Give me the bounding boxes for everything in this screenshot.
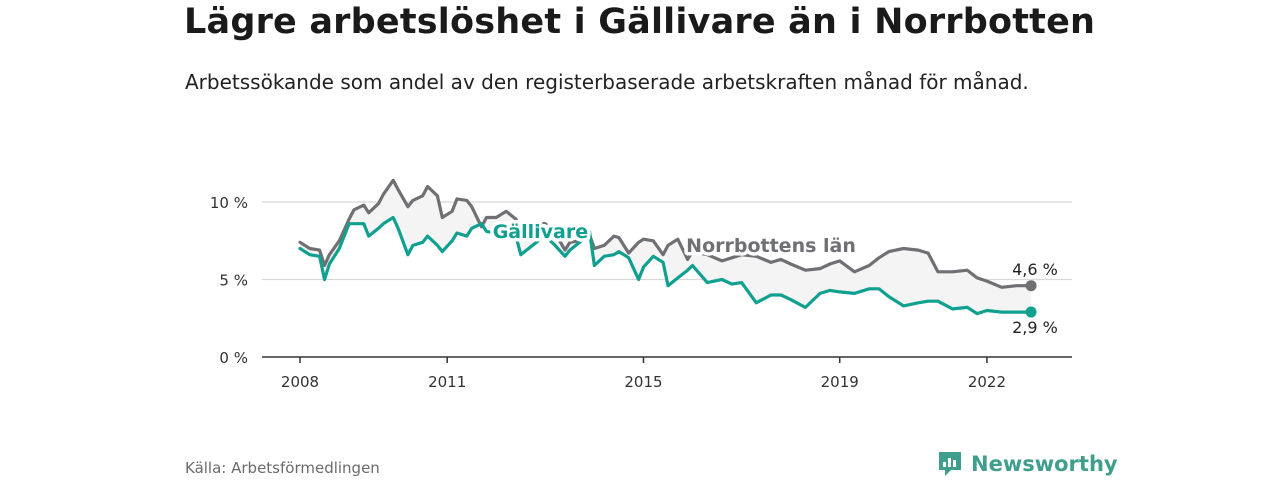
gallivare-end-label: 2,9 % [1012, 318, 1058, 337]
brand-name: Newsworthy [971, 452, 1118, 476]
gallivare-series-label: Gällivare [493, 221, 588, 243]
norrbotten-end-dot [1025, 280, 1037, 292]
norrbotten-end-label: 4,6 % [1012, 260, 1058, 279]
x-tick-label: 2008 [281, 373, 319, 391]
source-note: Källa: Arbetsförmedlingen [185, 459, 380, 477]
difference-band [300, 180, 1032, 314]
x-tick-label: 2022 [968, 373, 1006, 391]
y-tick-label: 0 % [219, 349, 248, 367]
y-tick-label: 5 % [219, 272, 248, 290]
x-tick-label: 2019 [821, 373, 859, 391]
y-tick-label: 10 % [210, 194, 248, 212]
gallivare-line [298, 215, 1033, 316]
chart-subtitle: Arbetssökande som andel av den registerb… [185, 70, 1029, 94]
norrbotten-line [298, 178, 1033, 289]
newsworthy-logo-icon [939, 452, 961, 476]
norrbotten-series-label: Norrbottens län [686, 235, 856, 257]
gallivare-end-dot [1025, 306, 1037, 318]
x-tick-label: 2011 [428, 373, 466, 391]
chart-title: Lägre arbetslöshet i Gällivare än i Norr… [184, 2, 1096, 42]
brand[interactable]: Newsworthy [937, 450, 1118, 478]
x-tick-label: 2015 [624, 373, 662, 391]
